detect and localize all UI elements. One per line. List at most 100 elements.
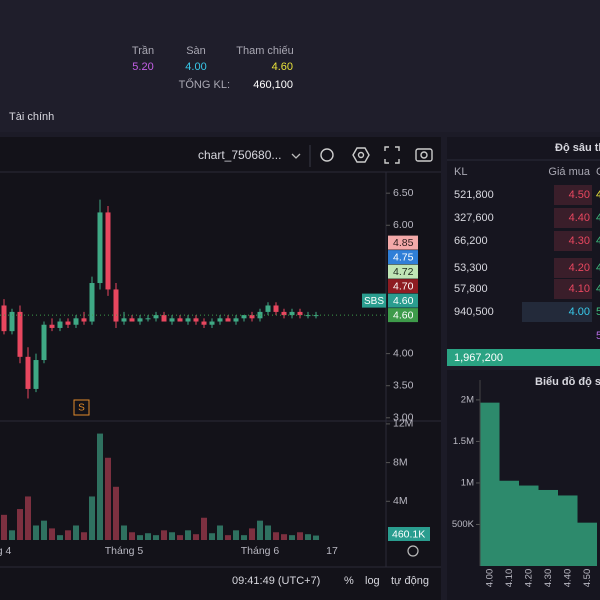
ceiling-label: Trần [132, 45, 154, 57]
x-tick-label: 17 [326, 545, 338, 557]
depth-bar [519, 485, 539, 566]
volume-bar [25, 496, 31, 540]
candle-body [225, 318, 231, 322]
depth-bar [538, 489, 558, 566]
total-bar [447, 349, 600, 366]
fullscreen-icon[interactable] [384, 146, 400, 164]
price-cell [522, 302, 592, 322]
y-tick-label: 2M [461, 394, 474, 405]
y-tick-label: 8M [393, 456, 408, 468]
candle-body [217, 318, 223, 322]
candle-body [129, 318, 135, 322]
book-price: 4.50 [569, 189, 590, 201]
indicator-icon[interactable] [320, 148, 334, 162]
candle-body [241, 315, 247, 319]
candle-body [113, 289, 119, 322]
book-header: KL [454, 166, 467, 178]
tab[interactable]: Tài chính [9, 111, 54, 123]
candle-body [33, 360, 39, 389]
candle-body [49, 324, 55, 328]
symbol[interactable]: chart_750680... [198, 148, 281, 162]
book-volume: 66,200 [454, 235, 488, 247]
ref: 4.60 [272, 61, 293, 73]
book-total: 1,967,200 [454, 352, 503, 364]
dropdown-icon[interactable] [291, 153, 301, 159]
price-cell [554, 185, 592, 205]
candle-body [193, 318, 199, 322]
percent-toggle[interactable]: % [344, 575, 354, 587]
y-tick-label: 500K [452, 519, 475, 530]
volume-bar [209, 533, 215, 540]
volume-bar [145, 533, 151, 540]
depth-bar [558, 495, 578, 566]
price-label-bg [388, 293, 418, 308]
chart-panel [0, 137, 441, 600]
candle-body [137, 318, 143, 322]
candle-body [89, 283, 95, 322]
book-extra: 5 [596, 330, 600, 342]
book-header: G [596, 166, 600, 178]
price-label-bg [388, 235, 418, 250]
volume-bar [81, 532, 87, 540]
candle-body [297, 311, 303, 316]
price-cell [554, 208, 592, 228]
price-label-bg [388, 250, 418, 265]
book-price: 4.00 [569, 306, 590, 318]
depth-title: Biểu đồ độ sâ [535, 376, 600, 388]
camera-icon[interactable] [415, 148, 433, 162]
y-tick-label: 4.00 [393, 347, 414, 359]
volume-bar [233, 530, 239, 540]
candle-body [153, 315, 159, 319]
volume-bar [177, 535, 183, 540]
price-label: 4.85 [393, 237, 414, 249]
floor-label: Sàn [186, 45, 206, 57]
volume-bar [9, 530, 15, 540]
x-tick-label: 4.20 [523, 569, 534, 588]
price-label: 4.60 [393, 309, 414, 321]
y-tick-label: 4M [393, 495, 408, 507]
volume-bar [137, 535, 143, 540]
y-tick-label: 6.50 [393, 187, 414, 199]
volume-bar [273, 532, 279, 540]
candle-body [105, 212, 111, 290]
candle-body [73, 318, 79, 325]
price-cell [554, 279, 592, 299]
candle-body [281, 311, 287, 316]
depth-bar [480, 402, 500, 566]
volume-bar [153, 535, 159, 540]
settings-small[interactable] [407, 545, 419, 557]
book-volume: 940,500 [454, 306, 494, 318]
log-toggle[interactable]: log [365, 575, 380, 587]
y-tick-label: 3.00 [393, 412, 414, 424]
x-tick-label: g 4 [0, 545, 11, 557]
candle-body [17, 311, 23, 357]
x-tick-label: Tháng 5 [105, 545, 144, 557]
ref-label: Tham chiếu [236, 45, 293, 57]
depth-bar [499, 480, 519, 566]
book-volume: 327,600 [454, 212, 494, 224]
candle-body [25, 356, 31, 389]
price-label-bg [388, 279, 418, 294]
book-next: 4 [596, 189, 600, 201]
candle-body [9, 311, 15, 332]
camera-lens [420, 151, 428, 159]
book-volume: 521,800 [454, 189, 494, 201]
volume-bar [121, 525, 127, 540]
volume-bar [193, 534, 199, 540]
settings-icon-core [357, 151, 365, 159]
volume-bar [1, 514, 7, 540]
auto-toggle[interactable]: tự động [391, 575, 429, 587]
settings-icon[interactable] [352, 147, 370, 163]
volume-bar [89, 496, 95, 540]
candle-body [289, 311, 295, 316]
price-label-bg [388, 308, 418, 323]
price-label: 4.75 [393, 251, 414, 263]
candle-body [1, 305, 7, 332]
candle-body [57, 321, 63, 328]
book-next: 4 [596, 262, 600, 274]
volume-bar [289, 535, 295, 540]
candle-body [249, 315, 255, 319]
book-volume: 57,800 [454, 283, 488, 295]
volume-bar [49, 528, 55, 540]
